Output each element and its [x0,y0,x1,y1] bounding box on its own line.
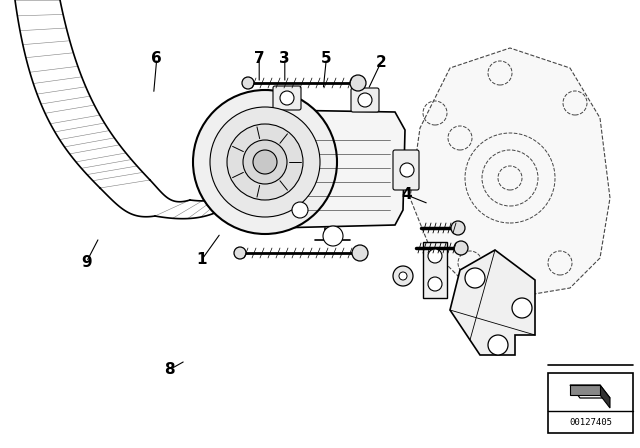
Polygon shape [570,385,610,398]
Text: 00127405: 00127405 [569,418,612,426]
Circle shape [193,90,337,234]
FancyBboxPatch shape [393,150,419,190]
Circle shape [451,221,465,235]
Circle shape [210,107,320,217]
Polygon shape [570,385,600,395]
FancyBboxPatch shape [548,373,633,433]
Polygon shape [450,250,535,355]
Polygon shape [600,385,610,408]
Circle shape [400,163,414,177]
Circle shape [454,241,468,255]
Circle shape [234,247,246,259]
Circle shape [352,245,368,261]
Circle shape [292,202,308,218]
Circle shape [428,249,442,263]
Circle shape [465,268,485,288]
Circle shape [242,77,254,89]
Text: 1: 1 [196,252,207,267]
Circle shape [280,91,294,105]
Circle shape [428,277,442,291]
Text: 2: 2 [376,55,386,70]
Text: 9: 9 [81,254,92,270]
Polygon shape [410,48,610,298]
Circle shape [358,93,372,107]
Polygon shape [423,242,447,298]
Circle shape [227,124,303,200]
Text: 4: 4 [401,187,412,202]
Text: 5: 5 [321,51,332,66]
Polygon shape [275,110,405,228]
Circle shape [350,75,366,91]
Circle shape [393,266,413,286]
Circle shape [399,272,407,280]
Text: 6: 6 [152,51,162,66]
FancyBboxPatch shape [273,86,301,110]
Circle shape [488,335,508,355]
Circle shape [512,298,532,318]
Circle shape [253,150,277,174]
Text: 8: 8 [164,362,175,377]
Text: 7: 7 [254,51,264,66]
Text: 3: 3 [280,51,290,66]
FancyBboxPatch shape [351,88,379,112]
Circle shape [323,226,343,246]
Circle shape [243,140,287,184]
